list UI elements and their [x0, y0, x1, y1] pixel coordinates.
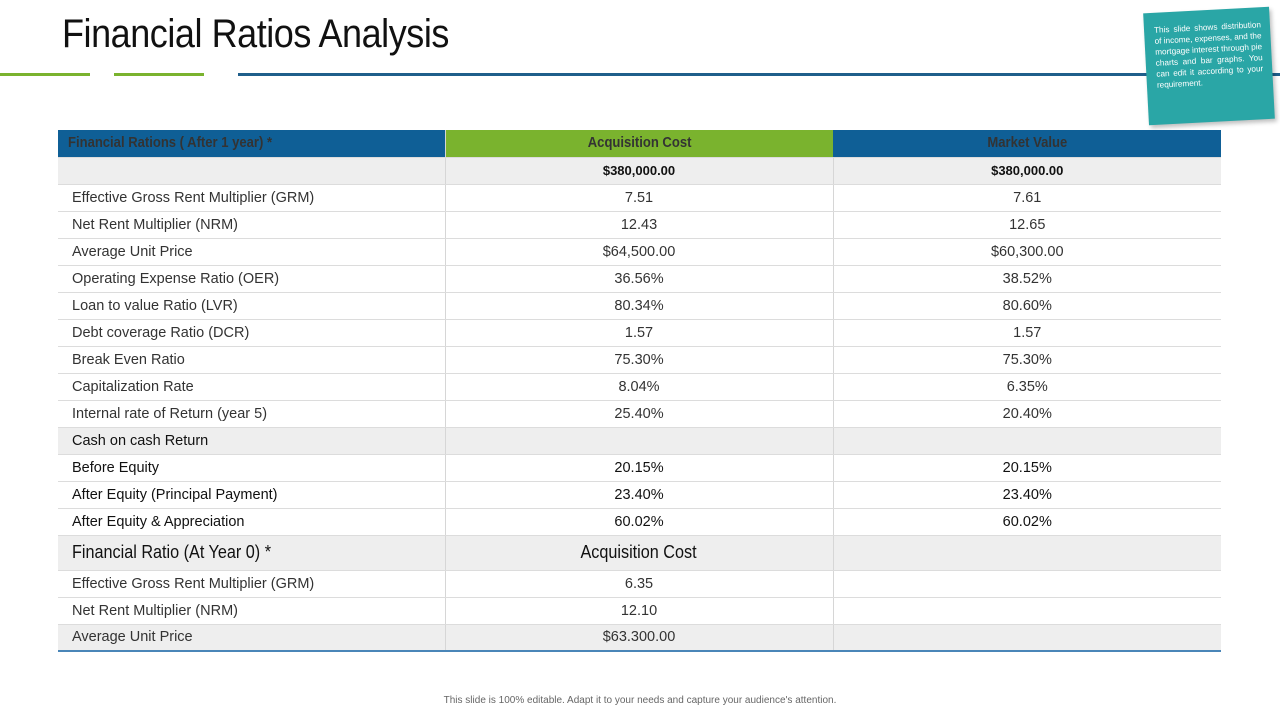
- accent-rule-blue: [238, 73, 1280, 76]
- accent-rule-green-left: [0, 73, 90, 76]
- table-row-base-cost: $380,000.00 $380,000.00: [58, 157, 1221, 185]
- accent-rule-green-right: [114, 73, 204, 76]
- subheader-acquisition-cost: Acquisition Cost: [445, 535, 834, 571]
- market-base-cost: $380,000.00: [833, 157, 1221, 185]
- table-row: Break Even Ratio 75.30% 75.30%: [58, 346, 1221, 374]
- table-row: Average Unit Price $64,500.00 $60,300.00: [58, 238, 1221, 266]
- table-subheader-year0: Financial Ratio (At Year 0) * Acquisitio…: [58, 535, 1221, 571]
- subheader-financial-ratio-year0: Financial Ratio (At Year 0) *: [58, 535, 446, 571]
- table-row: Debt coverage Ratio (DCR) 1.57 1.57: [58, 319, 1221, 347]
- cash-section-label: Cash on cash Return: [58, 427, 446, 455]
- financial-ratios-table: Financial Rations ( After 1 year) * Acqu…: [58, 130, 1221, 652]
- table-row: Loan to value Ratio (LVR) 80.34% 80.60%: [58, 292, 1221, 320]
- page-title: Financial Ratios Analysis: [62, 12, 449, 56]
- table-row: Before Equity 20.15% 20.15%: [58, 454, 1221, 482]
- table-row: Effective Gross Rent Multiplier (GRM) 7.…: [58, 184, 1221, 212]
- table-header-row: Financial Rations ( After 1 year) * Acqu…: [58, 130, 1221, 158]
- sticky-note: This slide shows distribution of income,…: [1143, 6, 1275, 126]
- table-row: Operating Expense Ratio (OER) 36.56% 38.…: [58, 265, 1221, 293]
- acquisition-base-cost: $380,000.00: [445, 157, 834, 185]
- table-row-cash-section: Cash on cash Return: [58, 427, 1221, 455]
- table-row: After Equity (Principal Payment) 23.40% …: [58, 481, 1221, 509]
- table-row: Capitalization Rate 8.04% 6.35%: [58, 373, 1221, 401]
- footer-note: This slide is 100% editable. Adapt it to…: [443, 695, 837, 706]
- table-row: Internal rate of Return (year 5) 25.40% …: [58, 400, 1221, 428]
- header-acquisition-cost: Acquisition Cost: [445, 130, 833, 158]
- table-row: Effective Gross Rent Multiplier (GRM) 6.…: [58, 570, 1221, 598]
- header-financial-ratios: Financial Rations ( After 1 year) *: [58, 130, 446, 158]
- header-market-value: Market Value: [833, 130, 1221, 158]
- sticky-note-text: This slide shows distribution of income,…: [1153, 20, 1264, 90]
- table-row: Net Rent Multiplier (NRM) 12.43 12.65: [58, 211, 1221, 239]
- table-row: Net Rent Multiplier (NRM) 12.10: [58, 597, 1221, 625]
- table-row: Average Unit Price $63.300.00: [58, 624, 1221, 652]
- table-row: After Equity & Appreciation 60.02% 60.02…: [58, 508, 1221, 536]
